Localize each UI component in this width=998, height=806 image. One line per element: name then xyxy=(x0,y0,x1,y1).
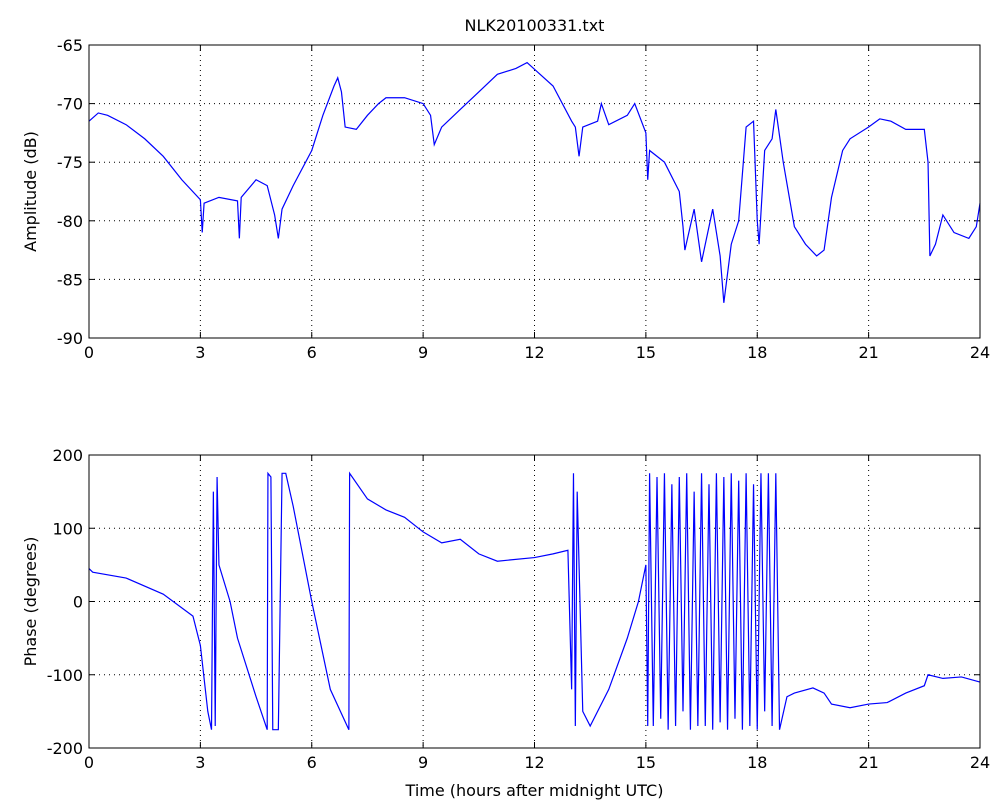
x-tick-label: 18 xyxy=(747,343,767,362)
x-tick-label: 21 xyxy=(858,343,878,362)
x-tick-label: 0 xyxy=(84,343,94,362)
x-tick-label: 12 xyxy=(524,753,544,772)
y-tick-label: 0 xyxy=(73,593,83,612)
x-tick-label: 9 xyxy=(418,753,428,772)
y-axis-label: Phase (degrees) xyxy=(21,537,40,667)
x-tick-label: 12 xyxy=(524,343,544,362)
y-tick-label: 200 xyxy=(52,446,83,465)
x-tick-label: 15 xyxy=(636,343,656,362)
y-axis-label: Amplitude (dB) xyxy=(21,131,40,252)
x-tick-label: 6 xyxy=(307,343,317,362)
y-tick-label: -70 xyxy=(57,95,83,114)
x-tick-label: 3 xyxy=(195,343,205,362)
x-tick-label: 0 xyxy=(84,753,94,772)
y-tick-label: -90 xyxy=(57,329,83,348)
x-tick-label: 9 xyxy=(418,343,428,362)
chart-title: NLK20100331.txt xyxy=(465,16,605,35)
x-tick-label: 15 xyxy=(636,753,656,772)
data-line xyxy=(88,61,981,303)
x-tick-label: 21 xyxy=(858,753,878,772)
x-tick-label: 3 xyxy=(195,753,205,772)
x-tick-label: 18 xyxy=(747,753,767,772)
data-line xyxy=(88,471,981,731)
x-tick-label: 24 xyxy=(970,343,990,362)
plot-area xyxy=(89,45,980,338)
y-tick-label: -75 xyxy=(57,153,83,172)
y-tick-label: 100 xyxy=(52,519,83,538)
y-tick-label: -85 xyxy=(57,270,83,289)
x-tick-label: 24 xyxy=(970,753,990,772)
x-axis-label: Time (hours after midnight UTC) xyxy=(405,781,664,800)
axes-box xyxy=(88,454,981,749)
x-tick-label: 6 xyxy=(307,753,317,772)
y-tick-label: -100 xyxy=(47,666,83,685)
axes-box xyxy=(88,44,981,339)
y-tick-label: -65 xyxy=(57,36,83,55)
y-tick-label: -80 xyxy=(57,212,83,231)
y-tick-label: -200 xyxy=(47,739,83,758)
